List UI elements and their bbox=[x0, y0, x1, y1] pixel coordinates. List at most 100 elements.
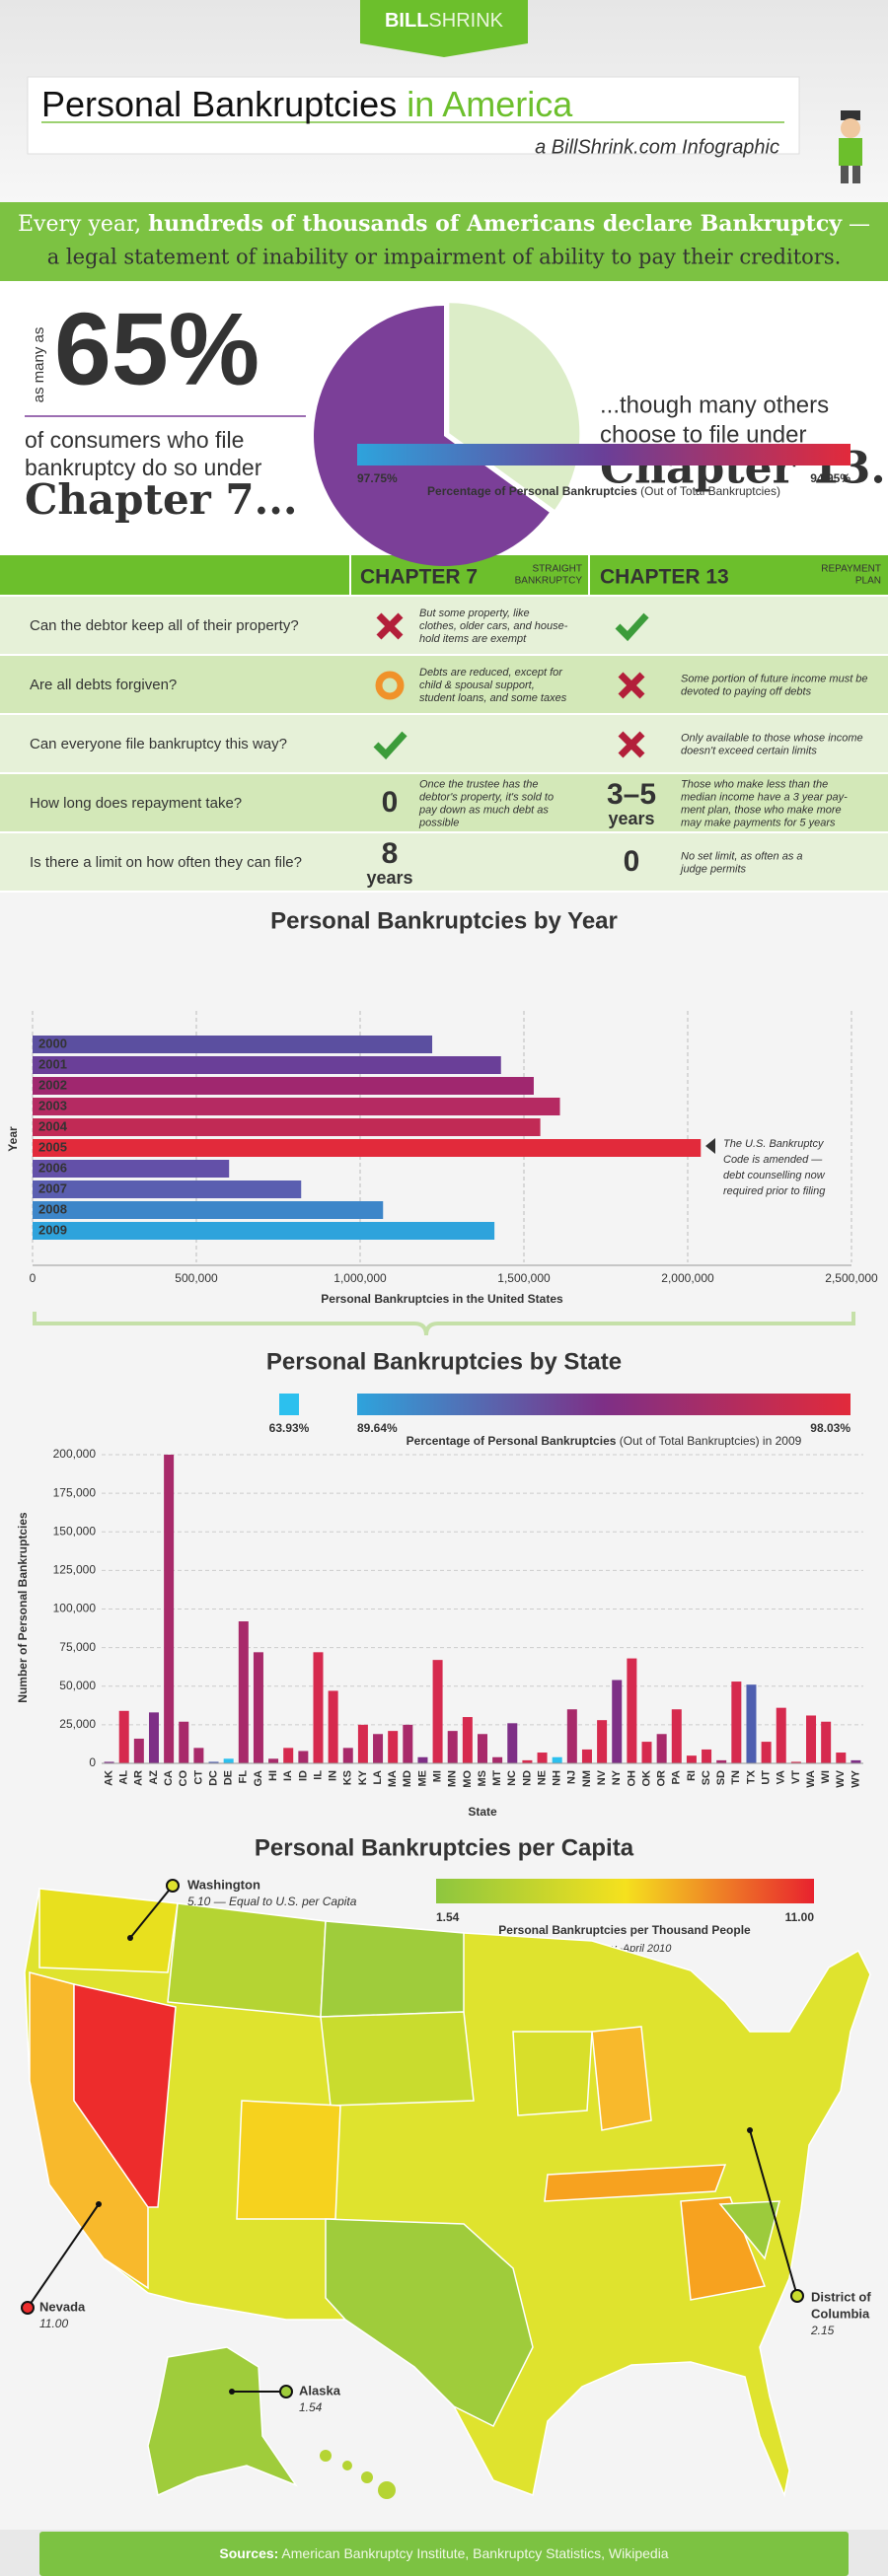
x-tick-label: AL bbox=[118, 1770, 130, 1785]
bar bbox=[447, 1731, 458, 1763]
intro-line-part: Every year, bbox=[18, 212, 148, 237]
icon-x bbox=[376, 612, 404, 640]
bar bbox=[761, 1742, 772, 1763]
column-note: STRAIGHT bbox=[532, 564, 582, 575]
bar bbox=[253, 1652, 263, 1763]
x-tick-label: SC bbox=[701, 1770, 712, 1785]
y-tick-label: 175,000 bbox=[53, 1485, 97, 1499]
callout-note: 1.54 bbox=[299, 2400, 323, 2414]
row-figure: 0 bbox=[624, 845, 640, 878]
bar bbox=[478, 1734, 487, 1763]
row-note: debtor's property, it's sold to bbox=[419, 791, 554, 803]
bar bbox=[566, 1709, 577, 1763]
map-us bbox=[24, 1888, 871, 2498]
callout-line bbox=[27, 2203, 100, 2309]
intro-line-part: — bbox=[842, 212, 870, 237]
table-row bbox=[0, 715, 888, 772]
y-tick-label: 2003 bbox=[38, 1098, 67, 1112]
bar bbox=[612, 1680, 623, 1763]
x-tick-label: NC bbox=[506, 1770, 518, 1786]
row-question: Are all debts forgiven? bbox=[30, 677, 177, 693]
y-tick-label: 75,000 bbox=[59, 1640, 96, 1654]
x-tick-label: 2,000,000 bbox=[661, 1271, 714, 1285]
bar bbox=[790, 1761, 801, 1763]
logo-tab bbox=[360, 0, 528, 57]
row-question: Is there a limit on how often they can f… bbox=[30, 854, 302, 871]
row-note: student loans, and some taxes bbox=[419, 692, 567, 704]
swatch-label: 63.93% bbox=[269, 1421, 310, 1435]
bar bbox=[179, 1721, 189, 1763]
map-state bbox=[680, 2196, 767, 2301]
x-tick-label: DE bbox=[223, 1770, 235, 1785]
bar bbox=[776, 1707, 786, 1763]
y-axis-title: Number of Personal Bankruptcies bbox=[16, 1512, 30, 1703]
row-note: Those who make less than the bbox=[681, 778, 828, 790]
map-legend-bar bbox=[436, 1879, 814, 1903]
callout-name: Columbia bbox=[811, 2306, 870, 2321]
icon-x bbox=[618, 672, 645, 699]
map-state bbox=[320, 2011, 475, 2107]
map-legend-label: 1.54 bbox=[436, 1910, 460, 1924]
footer-sources-part: Sources: bbox=[219, 2545, 278, 2561]
bar bbox=[33, 1098, 560, 1115]
intro-line: a legal statement of inability or impair… bbox=[47, 246, 842, 269]
icon-circle bbox=[375, 671, 405, 700]
bar bbox=[597, 1720, 608, 1763]
annotation: The U.S. Bankruptcy bbox=[723, 1138, 825, 1150]
x-tick-label: ID bbox=[297, 1770, 309, 1781]
bar bbox=[33, 1118, 541, 1136]
bar bbox=[33, 1201, 384, 1219]
y-tick-label: 2007 bbox=[38, 1181, 67, 1195]
y-axis-title: Year bbox=[6, 1126, 20, 1152]
x-tick-label: KS bbox=[342, 1770, 354, 1785]
y-tick-label: 100,000 bbox=[53, 1602, 97, 1615]
y-tick-label: 2001 bbox=[38, 1056, 67, 1071]
callout-name: Nevada bbox=[39, 2299, 86, 2314]
bar bbox=[746, 1684, 757, 1763]
x-tick-label: GA bbox=[253, 1770, 264, 1787]
footer-sources-part: American Bankruptcy Institute, Bankruptc… bbox=[278, 2545, 668, 2561]
map-legend-title: Personal Bankruptcies per Thousand Peopl… bbox=[498, 1923, 751, 1937]
byline: a BillShrink.com Infographic bbox=[535, 136, 779, 158]
y-tick-label: 0 bbox=[89, 1755, 96, 1769]
x-tick-label: IA bbox=[282, 1770, 294, 1781]
callout-name: Washington bbox=[187, 1877, 260, 1892]
map-hawaii bbox=[342, 2461, 352, 2470]
y-tick-label: 25,000 bbox=[59, 1717, 96, 1731]
bar bbox=[373, 1734, 384, 1763]
bar bbox=[731, 1682, 742, 1763]
x-tick-label: NE bbox=[536, 1770, 548, 1785]
row-note: pay down as much debt as bbox=[418, 804, 549, 816]
bar bbox=[268, 1758, 279, 1763]
x-tick-label: LA bbox=[372, 1770, 384, 1785]
row-note: child & spousal support, bbox=[419, 680, 535, 691]
colorbar-label: 89.64% bbox=[357, 1421, 398, 1435]
map-alaska bbox=[147, 2346, 299, 2497]
y-tick-label: 2000 bbox=[38, 1036, 67, 1050]
callout-dot bbox=[21, 2301, 35, 2315]
row-note: No set limit, as often as a bbox=[681, 850, 803, 862]
bar bbox=[507, 1723, 518, 1763]
colorbar-title-part: (Out of Total Bankruptcies) bbox=[637, 484, 780, 498]
map-hawaii bbox=[361, 2471, 373, 2483]
table-row bbox=[0, 656, 888, 713]
bar bbox=[33, 1036, 433, 1053]
bar bbox=[522, 1759, 533, 1763]
bar bbox=[313, 1652, 324, 1763]
x-tick-label: AR bbox=[133, 1770, 145, 1786]
row-figure-unit: years bbox=[366, 868, 412, 888]
bar bbox=[851, 1759, 861, 1763]
x-tick-label: CA bbox=[163, 1770, 175, 1786]
x-tick-label: NJ bbox=[566, 1770, 578, 1784]
x-tick-label: 2,500,000 bbox=[825, 1271, 878, 1285]
column-note: BANKRUPTCY bbox=[515, 576, 583, 587]
callout-line bbox=[129, 1885, 174, 1939]
table-row bbox=[0, 774, 888, 831]
bar bbox=[432, 1660, 443, 1763]
bar bbox=[417, 1756, 428, 1763]
callout-dot bbox=[790, 2289, 804, 2303]
annotation: Code is amended — bbox=[723, 1154, 823, 1166]
y-tick-label: 2009 bbox=[38, 1222, 67, 1237]
callout-name: Alaska bbox=[299, 2383, 341, 2397]
bar bbox=[328, 1690, 338, 1763]
